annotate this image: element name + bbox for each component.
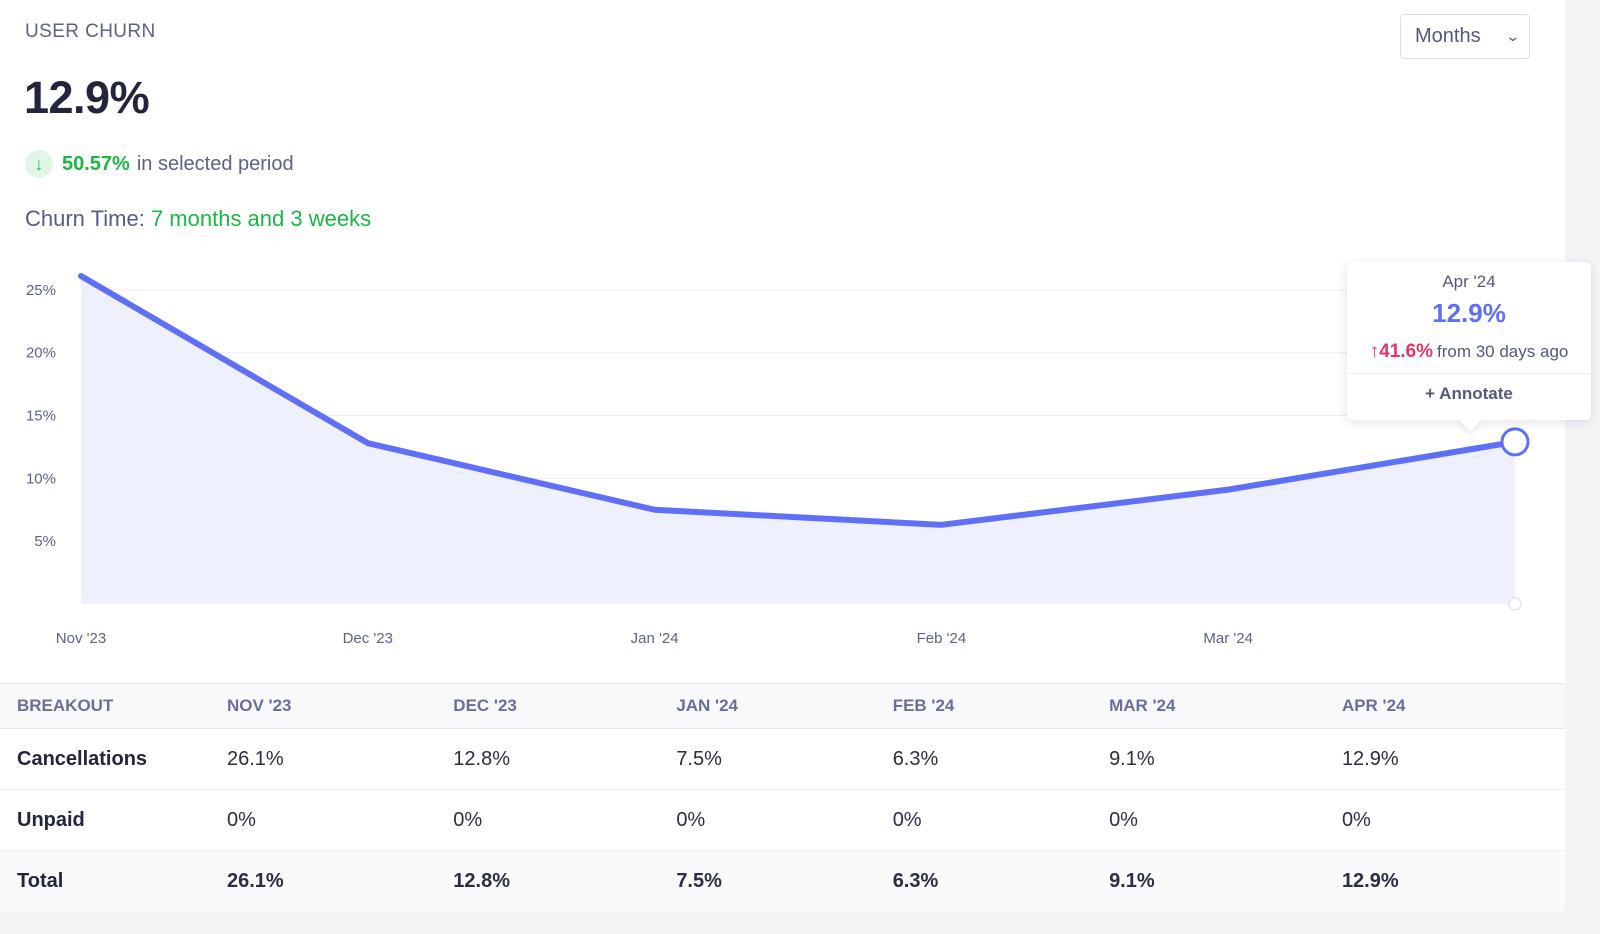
row-label: Unpaid: [0, 789, 227, 851]
x-tick-label: Mar '24: [1203, 630, 1253, 647]
churn-line-chart: 5% 10% 15% 20% 25% Nov '23 Dec '23 Jan '24 Feb '…: [26, 273, 1530, 647]
table-cell: 0%: [676, 789, 893, 851]
churn-time-value: 7 months and 3 weeks: [150, 206, 372, 231]
arrow-down-icon: ↓: [25, 150, 53, 178]
table-cell: 12.8%: [453, 728, 677, 790]
table-cell: 12.9%: [1341, 728, 1565, 790]
tooltip-change-text: from 30 days ago: [1437, 342, 1569, 361]
churn-value: 12.9%: [24, 72, 150, 123]
table-cell: 7.5%: [676, 850, 893, 911]
column-header: DEC '23: [453, 683, 677, 729]
arrow-up-icon: ↑: [1369, 341, 1380, 362]
table-cell: 0%: [1341, 789, 1565, 851]
period-change-value: 50.57%: [62, 152, 130, 175]
table-row: Unpaid 0% 0% 0% 0% 0% 0%: [0, 789, 1565, 851]
card-title: USER CHURN: [25, 21, 156, 42]
y-tick-label: 25%: [26, 282, 56, 299]
column-header: APR '24: [1341, 683, 1565, 729]
user-churn-card: USER CHURN 12.9% ↓ 50.57% in selected pe…: [0, 0, 1591, 911]
table-cell: 7.5%: [676, 728, 893, 790]
column-header: FEB '24: [892, 683, 1110, 729]
tooltip-date: Apr '24: [1442, 272, 1496, 291]
y-tick-label: 10%: [26, 470, 56, 487]
row-label: Cancellations: [0, 728, 227, 790]
tooltip-change: ↑41.6% from 30 days ago: [1347, 341, 1591, 363]
churn-time: Churn Time: 7 months and 3 weeks: [25, 206, 371, 232]
table-cell: 0%: [892, 789, 1110, 851]
table-cell: 0%: [1109, 789, 1342, 851]
row-label: Total: [0, 850, 227, 911]
tooltip-change-value: 41.6%: [1379, 341, 1433, 362]
table-cell: 9.1%: [1109, 728, 1342, 790]
series-line: [78, 273, 1518, 528]
period-select[interactable]: Months ⌄: [1400, 14, 1530, 59]
tooltip-divider: [1347, 373, 1591, 374]
period-select-value: Months: [1415, 25, 1481, 47]
period-change-text: in selected period: [136, 152, 294, 175]
x-tick-label: Nov '23: [56, 630, 106, 647]
chevron-down-icon: ⌄: [1505, 28, 1521, 44]
series-area: [81, 276, 1515, 604]
table-cell: 0%: [227, 789, 454, 851]
table-cell: 9.1%: [1109, 850, 1342, 911]
breakout-table: BREAKOUT NOV '23 DEC '23 JAN '24 FEB '24…: [0, 683, 1565, 911]
column-header: JAN '24: [676, 683, 893, 729]
y-tick-label: 15%: [26, 407, 56, 424]
table-header-row: BREAKOUT NOV '23 DEC '23 JAN '24 FEB '24…: [0, 683, 1565, 729]
table-cell: 12.8%: [453, 850, 677, 911]
column-header: MAR '24: [1109, 683, 1342, 729]
column-header: BREAKOUT: [0, 683, 227, 729]
active-point-marker: [1500, 427, 1530, 457]
table-row-total: Total 26.1% 12.8% 7.5% 6.3% 9.1% 12.9%: [0, 850, 1565, 911]
baseline-marker: [1508, 597, 1522, 611]
x-tick-label: Dec '23: [343, 630, 393, 647]
table-cell: 6.3%: [892, 850, 1110, 911]
column-header: NOV '23: [227, 683, 454, 729]
y-tick-label: 5%: [34, 533, 56, 550]
y-tick-label: 20%: [26, 345, 56, 362]
x-tick-label: Feb '24: [917, 630, 967, 647]
table-cell: 12.9%: [1341, 850, 1565, 911]
table-row: Cancellations 26.1% 12.8% 7.5% 6.3% 9.1%…: [0, 728, 1565, 790]
period-change: ↓ 50.57% in selected period: [25, 150, 294, 178]
table-cell: 26.1%: [227, 728, 454, 790]
chart-tooltip: Apr '24 12.9% ↑41.6% from 30 days ago + A…: [1347, 262, 1591, 432]
table-cell: 0%: [453, 789, 677, 851]
churn-time-label: Churn Time:: [25, 206, 145, 231]
x-tick-label: Jan '24: [631, 630, 679, 647]
table-cell: 6.3%: [892, 728, 1110, 790]
annotate-button[interactable]: + Annotate: [1425, 384, 1513, 403]
table-cell: 26.1%: [227, 850, 454, 911]
tooltip-value: 12.9%: [1432, 298, 1506, 328]
